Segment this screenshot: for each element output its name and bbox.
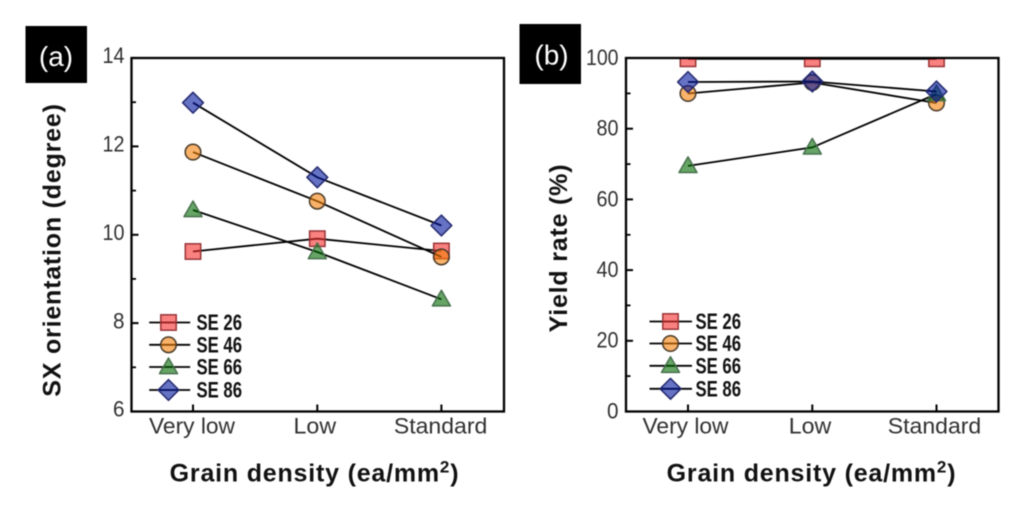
svg-text:6: 6 [113, 397, 125, 422]
svg-text:SE 26: SE 26 [197, 310, 243, 335]
svg-text:40: 40 [597, 257, 619, 282]
svg-text:8: 8 [113, 308, 125, 333]
svg-text:100: 100 [586, 45, 619, 70]
svg-text:SE 66: SE 66 [197, 355, 243, 380]
svg-text:Grain density (ea/mm2): Grain density (ea/mm2) [667, 458, 957, 488]
svg-text:20: 20 [597, 328, 619, 353]
svg-text:Grain density (ea/mm2): Grain density (ea/mm2) [170, 458, 460, 488]
svg-text:60: 60 [597, 186, 619, 211]
svg-text:SE 66: SE 66 [696, 353, 742, 378]
svg-text:Low: Low [789, 414, 832, 439]
svg-text:SX orientation (degree): SX orientation (degree) [39, 103, 67, 396]
svg-text:0: 0 [607, 398, 619, 423]
svg-text:SE 86: SE 86 [696, 376, 742, 401]
svg-text:Standard: Standard [394, 414, 488, 439]
svg-text:SE 46: SE 46 [197, 332, 243, 357]
svg-text:(b): (b) [534, 40, 568, 71]
svg-text:SE 46: SE 46 [696, 331, 742, 356]
svg-text:10: 10 [103, 220, 125, 245]
svg-text:Very low: Very low [643, 414, 729, 439]
svg-text:SE 26: SE 26 [696, 309, 742, 334]
svg-text:Very low: Very low [149, 414, 235, 439]
svg-text:SE 86: SE 86 [197, 378, 243, 403]
svg-text:12: 12 [103, 132, 125, 157]
svg-text:Low: Low [294, 414, 337, 439]
svg-text:(a): (a) [39, 41, 73, 72]
svg-text:Standard: Standard [888, 414, 982, 439]
svg-text:80: 80 [597, 116, 619, 141]
svg-text:Yield rate (%): Yield rate (%) [545, 164, 573, 333]
svg-text:14: 14 [103, 43, 125, 68]
